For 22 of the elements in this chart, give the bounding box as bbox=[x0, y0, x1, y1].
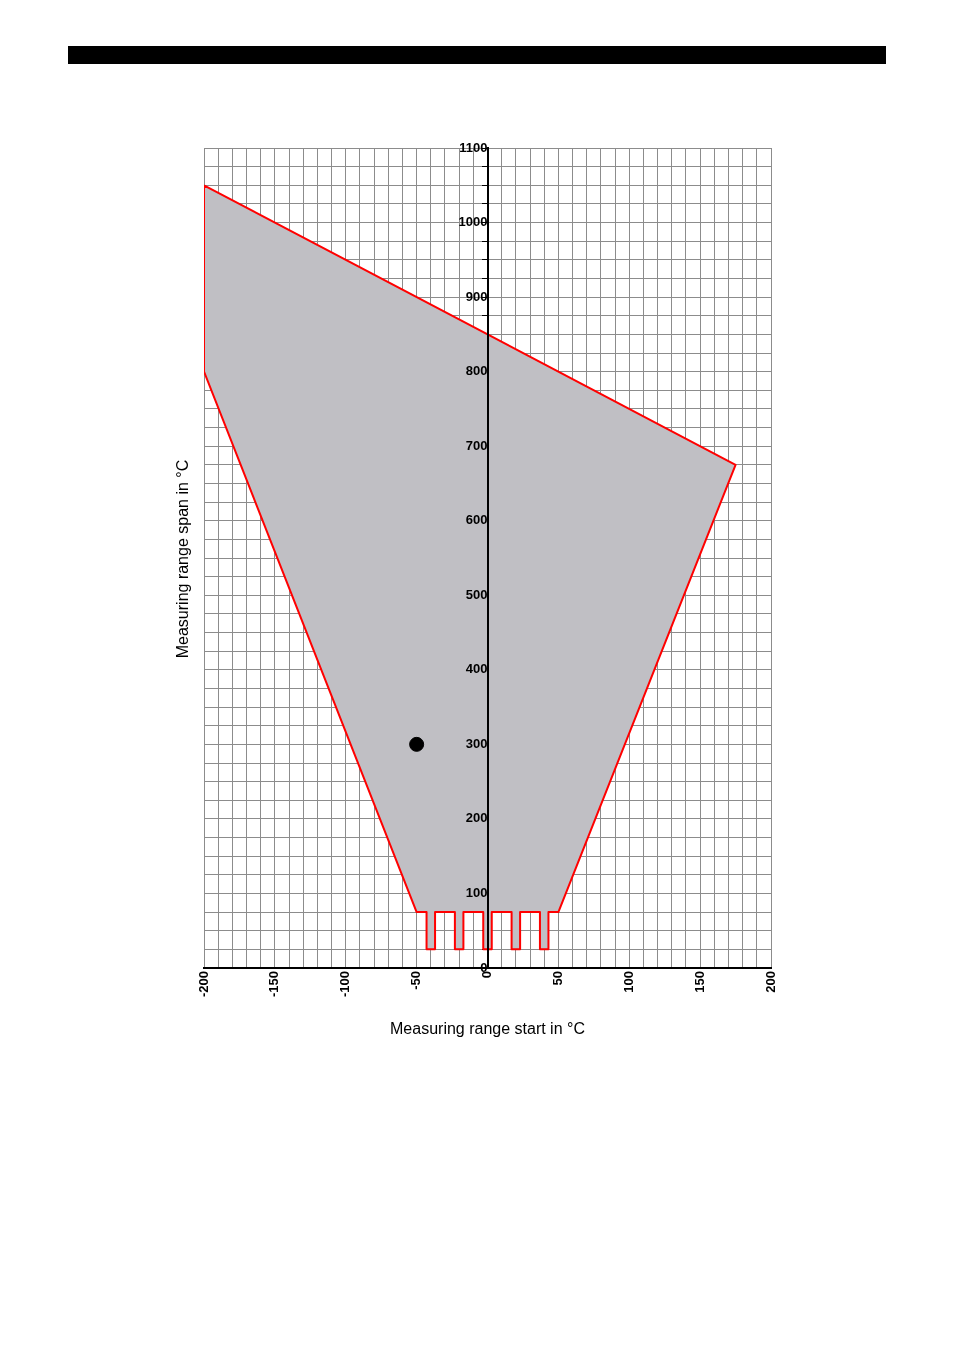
y-axis-title: Measuring range span in °C bbox=[174, 459, 192, 659]
x-tick-label: 0 bbox=[479, 971, 495, 979]
x-tick-label: 100 bbox=[620, 971, 636, 993]
x-tick-label: -200 bbox=[195, 971, 211, 998]
x-tick-label: -50 bbox=[408, 971, 424, 990]
x-tick-label: -150 bbox=[266, 971, 282, 998]
y-tick-label: 700 bbox=[465, 437, 488, 453]
y-tick-label: 500 bbox=[465, 586, 488, 602]
x-tick-label: -100 bbox=[337, 971, 353, 998]
x-tick-label: 50 bbox=[549, 971, 565, 986]
y-tick-label: 800 bbox=[465, 363, 488, 379]
y-tick-label: 400 bbox=[465, 661, 488, 677]
y-tick-label: 300 bbox=[465, 735, 488, 751]
y-tick-label: 100 bbox=[465, 885, 488, 901]
y-tick-label: 200 bbox=[465, 810, 488, 826]
x-axis-title: Measuring range start in °C bbox=[390, 1020, 585, 1038]
x-tick-label: 200 bbox=[762, 971, 778, 993]
x-tick-label: 150 bbox=[691, 971, 707, 993]
y-tick-label: 1000 bbox=[458, 214, 488, 230]
y-tick-label: 900 bbox=[465, 288, 488, 304]
y-tick-label: 600 bbox=[465, 512, 488, 528]
y-tick-label: 1100 bbox=[459, 139, 488, 155]
